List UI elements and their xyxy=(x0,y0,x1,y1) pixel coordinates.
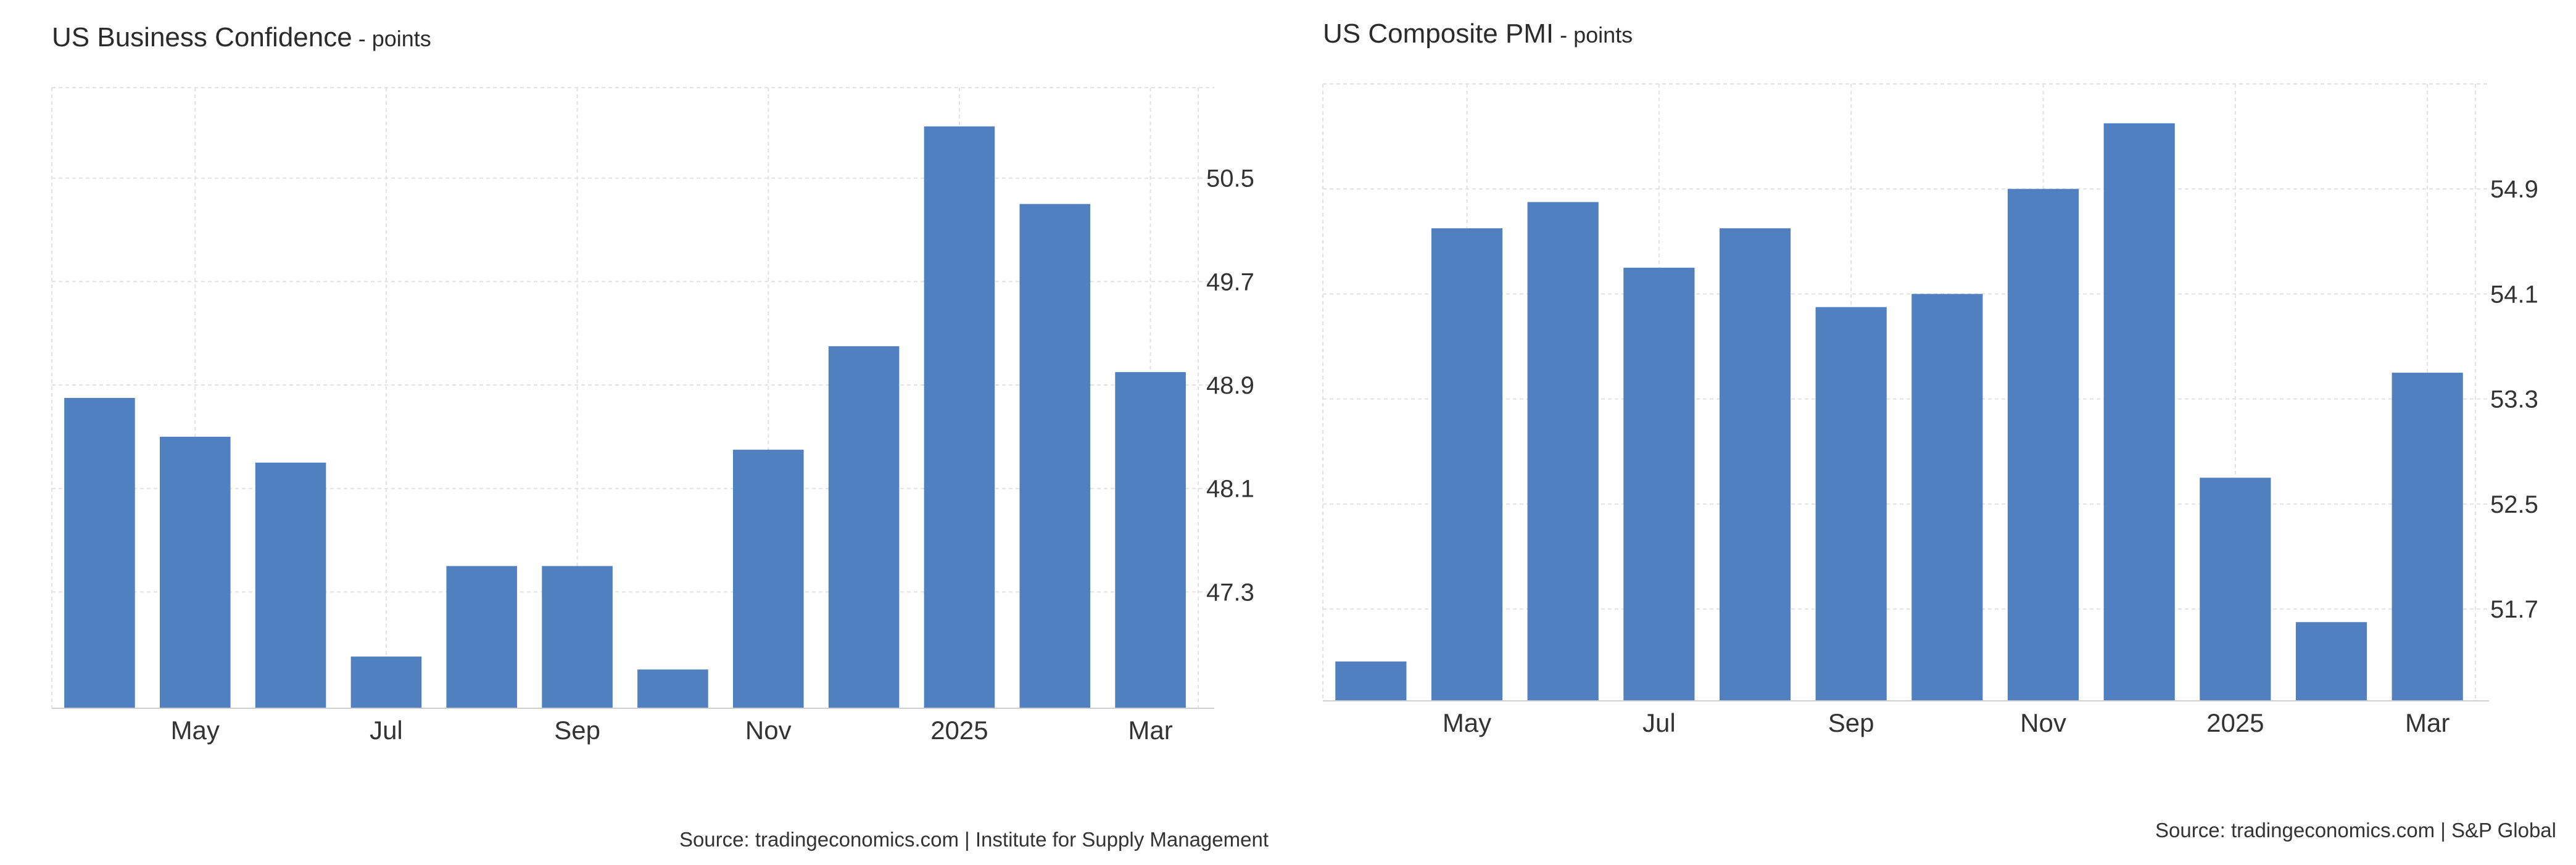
chart-source: Source: tradingeconomics.com | S&P Globa… xyxy=(2155,819,2556,842)
y-tick-label: 54.1 xyxy=(2490,281,2538,308)
bar-feb-2025 xyxy=(2295,622,2367,701)
bar-mar-2025 xyxy=(2392,373,2463,701)
bar-nov-2024 xyxy=(732,449,804,708)
bar-oct-2024 xyxy=(637,669,708,708)
bar-sep-2024 xyxy=(1815,307,1887,701)
x-tick-label: Jul xyxy=(370,716,403,745)
bar-series xyxy=(64,126,1186,708)
bar-apr-2024 xyxy=(1335,661,1407,701)
composite-pmi-panel: US Composite PMI - points 51.7 52.5 53.3 54… xyxy=(1288,0,2576,865)
y-tick-label: 53.3 xyxy=(2490,386,2538,413)
bar-jan-2025 xyxy=(924,126,995,708)
bar-jun-2024 xyxy=(1527,202,1599,701)
chart-title: US Composite PMI - points xyxy=(1323,19,1633,49)
y-tick-label: 47.3 xyxy=(1206,579,1254,606)
y-tick-label: 51.7 xyxy=(2490,596,2538,623)
bar-may-2024 xyxy=(159,436,231,708)
bar-dec-2024 xyxy=(2103,123,2175,702)
chart-title-text: US Business Confidence xyxy=(52,22,352,52)
y-tick-label: 52.5 xyxy=(2490,491,2538,518)
x-tick-label: May xyxy=(1443,708,1491,737)
composite-pmi-chart: 51.7 52.5 53.3 54.1 54.9 May Jul Sep Nov 2025 Mar xyxy=(1322,83,2538,737)
chart-title: US Business Confidence - points xyxy=(52,22,431,53)
bar-oct-2024 xyxy=(1911,294,1983,701)
y-tick-label: 48.9 xyxy=(1206,372,1254,399)
x-tick-label: Nov xyxy=(2020,708,2066,737)
chart-title-text: US Composite PMI xyxy=(1323,19,1554,49)
y-tick-label: 54.9 xyxy=(2490,176,2538,203)
bar-series xyxy=(1335,123,2463,702)
chart-unit-label: - points xyxy=(1554,22,1633,48)
bar-feb-2025 xyxy=(1019,204,1091,708)
y-tick-label: 48.1 xyxy=(1206,476,1254,503)
bar-may-2024 xyxy=(1431,228,1503,701)
y-tick-label: 50.5 xyxy=(1206,165,1254,192)
chart-unit-label: - points xyxy=(352,26,431,51)
x-tick-label: 2025 xyxy=(930,716,988,745)
chart-source: Source: tradingeconomics.com | Institute… xyxy=(679,828,1269,851)
bar-apr-2024 xyxy=(64,398,135,708)
x-tick-label: Sep xyxy=(1828,708,1874,737)
y-tick-label: 49.7 xyxy=(1206,268,1254,296)
bar-jan-2025 xyxy=(2200,478,2271,701)
x-tick-label: Nov xyxy=(745,716,792,745)
bar-jul-2024 xyxy=(350,656,422,708)
x-tick-label: Mar xyxy=(1128,716,1172,745)
bar-mar-2025 xyxy=(1115,372,1186,708)
business-confidence-chart: 47.3 48.1 48.9 49.7 50.5 May Jul Sep Nov 2025 Mar xyxy=(51,87,1254,745)
x-tick-label: 2025 xyxy=(2206,708,2264,737)
x-tick-label: May xyxy=(171,716,220,745)
bar-jun-2024 xyxy=(255,462,326,708)
x-tick-label: Jul xyxy=(1642,708,1676,737)
bar-aug-2024 xyxy=(1719,228,1791,701)
bar-jul-2024 xyxy=(1623,267,1695,702)
bar-dec-2024 xyxy=(828,346,900,708)
bar-aug-2024 xyxy=(446,566,518,708)
bar-nov-2024 xyxy=(2007,189,2079,701)
bar-sep-2024 xyxy=(542,566,613,708)
x-tick-label: Sep xyxy=(554,716,600,745)
x-tick-label: Mar xyxy=(2405,708,2450,737)
business-confidence-panel: US Business Confidence - points 47.3 48.1… xyxy=(51,22,1269,851)
